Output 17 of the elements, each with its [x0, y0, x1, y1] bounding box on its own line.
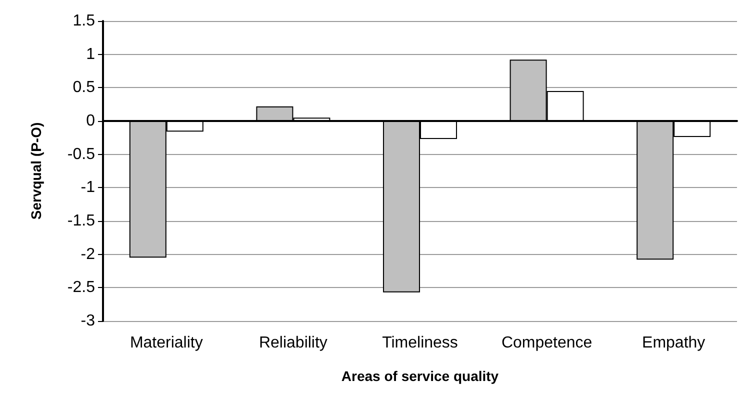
x-tick-label: Empathy [642, 334, 706, 352]
y-tick-label: 1 [86, 46, 96, 63]
y-tick-label: 1.5 [72, 12, 96, 30]
x-tick-label: Timeliness [382, 334, 458, 352]
x-tick-label: Competence [501, 334, 592, 352]
y-tick-label: -3 [80, 312, 96, 330]
y-tick-label: 0.5 [72, 79, 96, 96]
y-tick-label: -2 [80, 246, 96, 263]
x-tick-label: Reliability [258, 334, 328, 352]
y-tick-label: -1 [80, 179, 96, 196]
y-tick-label: -1.5 [67, 212, 96, 230]
y-tick-label: -0.5 [67, 146, 96, 163]
y-axis-title: Servqual (P-O) [28, 122, 44, 220]
x-tick-label: Materiality [130, 334, 203, 352]
y-tick-label: 0 [86, 112, 96, 130]
y-tick-label: -2.5 [67, 279, 96, 296]
x-axis-title: Areas of service quality [341, 368, 499, 384]
